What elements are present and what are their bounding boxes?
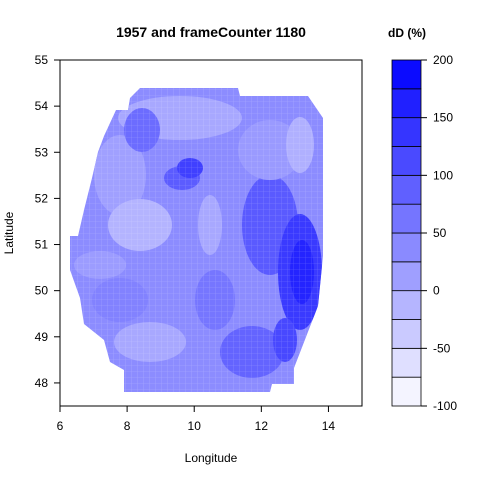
- colorbar-tick-label: 0: [433, 284, 440, 298]
- colorbar-tick-label: 50: [433, 226, 447, 240]
- y-tick-label: 51: [35, 238, 49, 252]
- y-tick-label: 53: [35, 145, 49, 159]
- colorbar-tick-label: 100: [433, 168, 453, 182]
- colorbar-tick-label: -50: [433, 341, 451, 355]
- x-axis: 6 8 10 12 14: [57, 406, 336, 433]
- y-tick-label: 50: [35, 284, 49, 298]
- colorbar-swatch: [391, 174, 422, 205]
- y-tick-label: 54: [35, 99, 49, 113]
- y-axis-label: Latitude: [2, 211, 16, 254]
- colorbar-title: dD (%): [388, 26, 426, 40]
- colorbar-swatch: [391, 88, 422, 119]
- colorbar-tick-label: -100: [433, 399, 457, 413]
- colorbar: [391, 59, 422, 407]
- colorbar-swatch: [391, 290, 422, 320]
- colorbar-swatch: [391, 347, 422, 378]
- colorbar-axis: -100 -50 0 50 100 150 200: [421, 53, 457, 413]
- x-tick-label: 12: [255, 419, 269, 433]
- colorbar-swatch: [391, 319, 422, 349]
- x-tick-label: 10: [188, 419, 202, 433]
- colorbar-swatch: [391, 261, 422, 292]
- x-axis-label: Longitude: [185, 451, 238, 465]
- y-tick-label: 49: [35, 330, 49, 344]
- contour-field: [70, 88, 323, 392]
- colorbar-swatch: [391, 146, 422, 176]
- x-tick-label: 8: [124, 419, 131, 433]
- colorbar-swatch: [391, 376, 422, 407]
- colorbar-swatch: [391, 117, 422, 147]
- y-tick-label: 55: [35, 53, 49, 67]
- chart-title: 1957 and frameCounter 1180: [116, 24, 306, 40]
- colorbar-tick-label: 200: [433, 53, 453, 67]
- y-tick-label: 52: [35, 191, 49, 205]
- colorbar-swatch: [391, 232, 422, 263]
- colorbar-swatch: [391, 203, 422, 234]
- x-tick-label: 14: [322, 419, 336, 433]
- y-tick-label: 48: [35, 376, 49, 390]
- colorbar-swatch: [391, 59, 422, 90]
- colorbar-tick-label: 150: [433, 111, 453, 125]
- x-tick-label: 6: [57, 419, 64, 433]
- cell-grid-overlay: [70, 88, 323, 392]
- plot-frame: [59, 59, 363, 407]
- y-axis: 48 49 50 51 52 53 54 55: [35, 53, 60, 390]
